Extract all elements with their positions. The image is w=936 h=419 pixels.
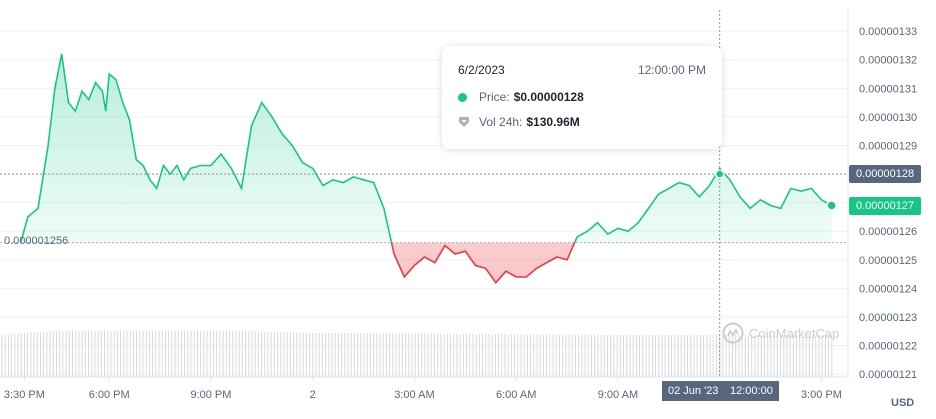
hover-point [714,169,725,179]
x-tick-label: 6:00 PM [89,389,130,401]
area-up [21,54,832,243]
price-line [20,53,832,284]
y-tick-label: 0.00000129 [859,140,917,152]
x-tick-label: 9:00 PM [190,389,231,401]
tooltip-volume-row: Vol 24h: $130.96M [458,115,580,129]
line-up [20,53,832,243]
tooltip-volume-value: $130.96M [526,115,580,129]
y-tick-label: 0.00000133 [859,26,917,38]
y-tick-label: 0.00000125 [859,255,917,267]
x-tick-label: 3:00 PM [801,389,842,401]
hover-price-badge: 0.00000128 [849,165,922,184]
y-tick-label: 0.00000131 [859,83,917,95]
price-dot-icon [458,92,467,102]
y-tick-label: 0.00000122 [859,341,917,353]
y-tick-label: 0.00000124 [859,283,917,295]
x-axis: 3:30 PM 6:00 PM 9:00 PM 2 3:00 AM 6:00 AM 9:00… [4,377,842,401]
y-tick-label: 0.00000130 [859,112,917,124]
x-tick-label: 3:30 PM [4,389,45,401]
y-tick-label: 0.00000126 [859,226,917,238]
hover-tooltip: 6/2/2023 12:00:00 PM Price: $0.00000128 … [442,46,722,149]
x-tick-label: 6:00 AM [496,389,536,401]
y-tick-label: 0.00000123 [859,312,917,324]
last-price-point [826,200,837,211]
hover-time-badge: 12:00:00 [724,381,779,401]
tooltip-time: 12:00:00 PM [637,63,706,77]
x-tick-label: 3:00 AM [394,389,434,401]
x-tick-label: 2 [310,389,316,401]
last-price-badge: 0.00000127 [849,196,922,215]
y-tick-label: 0.00000121 [859,369,917,381]
volume-bars [1,330,833,377]
tooltip-price-label: Price: [479,90,510,104]
hover-date-badge: 02 Jun '23 [662,381,725,401]
price-area [21,54,832,283]
area-down [21,242,832,283]
watermark: CoinMarketCap [722,322,839,344]
tooltip-price-value: $0.00000128 [513,90,584,104]
baseline-label: 0.000001256 [4,235,69,247]
y-tick-label: 0.00000132 [859,55,917,67]
x-tick-label: 9:00 AM [598,389,638,401]
coinmarketcap-logo-icon [722,322,744,344]
currency-label: USD [891,397,915,409]
tooltip-volume-label: Vol 24h: [479,115,523,129]
tooltip-date: 6/2/2023 [458,63,505,77]
watermark-text: CoinMarketCap [749,325,840,341]
volume-shield-icon [459,117,469,127]
tooltip-price-row: Price: $0.00000128 [458,90,584,104]
